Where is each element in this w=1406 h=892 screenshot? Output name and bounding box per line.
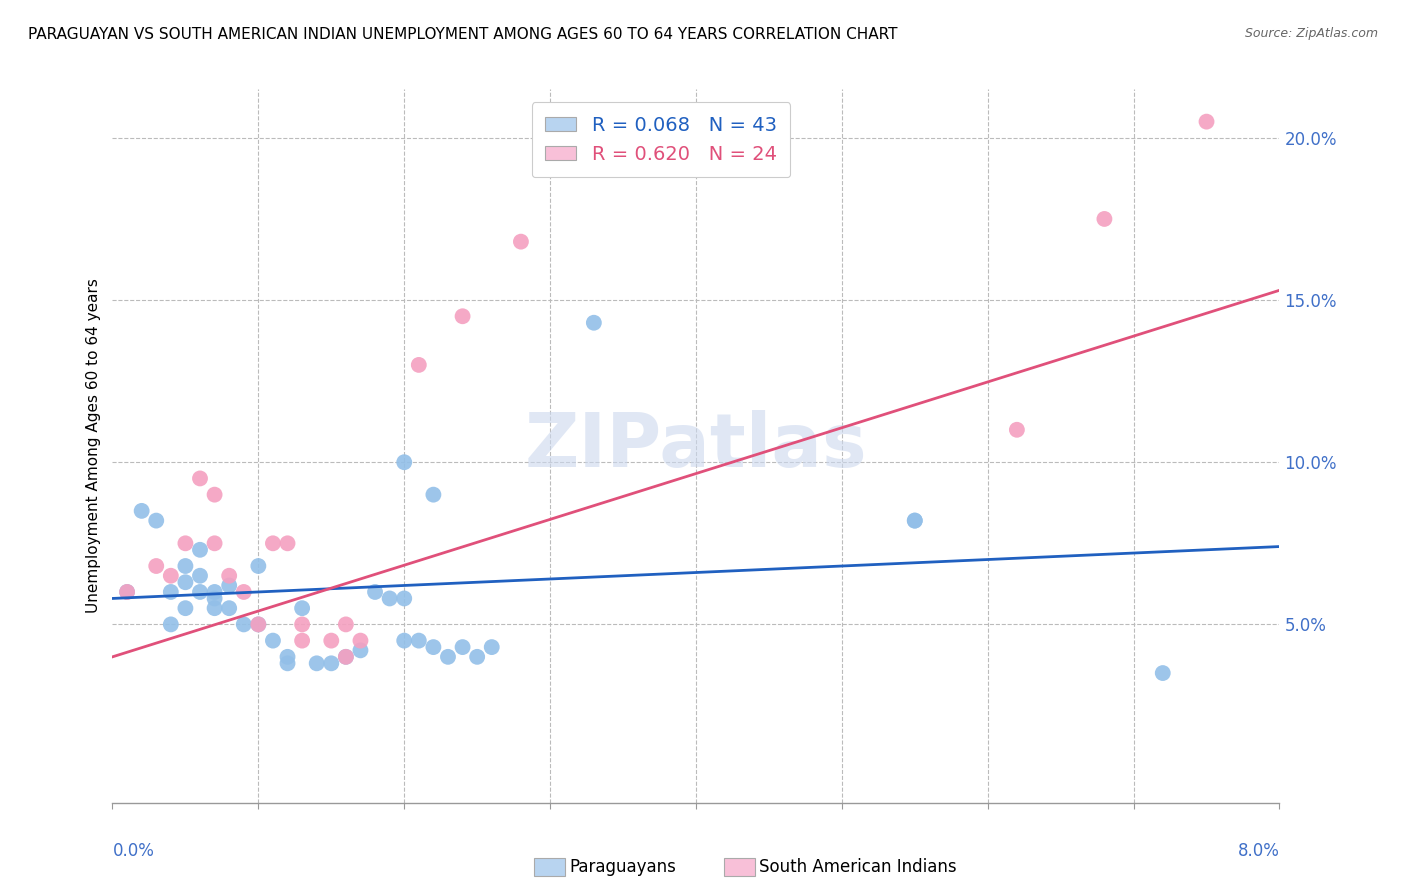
Point [422, 488, 444, 502]
Point [204, 488, 226, 502]
Point [481, 640, 503, 654]
Text: PARAGUAYAN VS SOUTH AMERICAN INDIAN UNEMPLOYMENT AMONG AGES 60 TO 64 YEARS CORRE: PARAGUAYAN VS SOUTH AMERICAN INDIAN UNEM… [28, 27, 897, 42]
Point [276, 657, 298, 671]
Point [904, 514, 927, 528]
Point [247, 617, 270, 632]
Point [160, 585, 183, 599]
Point [364, 585, 387, 599]
Point [247, 559, 270, 574]
Point [204, 591, 226, 606]
Text: Source: ZipAtlas.com: Source: ZipAtlas.com [1244, 27, 1378, 40]
Point [232, 585, 254, 599]
Point [276, 649, 298, 664]
Point [465, 649, 488, 664]
Point [145, 559, 167, 574]
Point [408, 358, 430, 372]
Point [291, 601, 314, 615]
Legend: R = 0.068   N = 43, R = 0.620   N = 24: R = 0.068 N = 43, R = 0.620 N = 24 [531, 103, 790, 178]
Point [349, 633, 371, 648]
Point [204, 536, 226, 550]
Point [582, 316, 605, 330]
Point [392, 633, 416, 648]
Point [451, 640, 474, 654]
Text: ZIPatlas: ZIPatlas [524, 409, 868, 483]
Point [232, 617, 254, 632]
Text: 8.0%: 8.0% [1237, 842, 1279, 860]
Point [188, 471, 211, 485]
Point [408, 633, 430, 648]
Point [115, 585, 138, 599]
Point [1094, 211, 1116, 226]
Point [188, 568, 211, 582]
Point [174, 536, 197, 550]
Point [218, 568, 240, 582]
Point [188, 542, 211, 557]
Text: Paraguayans: Paraguayans [569, 858, 676, 876]
Point [160, 617, 183, 632]
Point [204, 601, 226, 615]
Text: 0.0%: 0.0% [112, 842, 155, 860]
Point [218, 578, 240, 592]
Point [1152, 666, 1174, 681]
Point [218, 601, 240, 615]
Point [451, 310, 474, 324]
Point [305, 657, 328, 671]
Point [392, 591, 416, 606]
Point [174, 601, 197, 615]
Point [1195, 114, 1218, 128]
Point [904, 514, 927, 528]
Point [131, 504, 153, 518]
Point [335, 617, 357, 632]
Point [276, 536, 298, 550]
Point [188, 585, 211, 599]
Point [145, 514, 167, 528]
Point [247, 617, 270, 632]
Point [349, 643, 371, 657]
Point [509, 235, 531, 249]
Point [378, 591, 401, 606]
Point [392, 455, 416, 469]
Point [115, 585, 138, 599]
Point [291, 617, 314, 632]
Y-axis label: Unemployment Among Ages 60 to 64 years: Unemployment Among Ages 60 to 64 years [86, 278, 101, 614]
Point [174, 559, 197, 574]
Point [291, 633, 314, 648]
Text: South American Indians: South American Indians [759, 858, 957, 876]
Point [1005, 423, 1028, 437]
Point [321, 633, 343, 648]
Point [262, 536, 284, 550]
Point [437, 649, 460, 664]
Point [160, 568, 183, 582]
Point [422, 640, 444, 654]
Point [321, 657, 343, 671]
Point [204, 585, 226, 599]
Point [335, 649, 357, 664]
Point [335, 649, 357, 664]
Point [262, 633, 284, 648]
Point [174, 575, 197, 590]
